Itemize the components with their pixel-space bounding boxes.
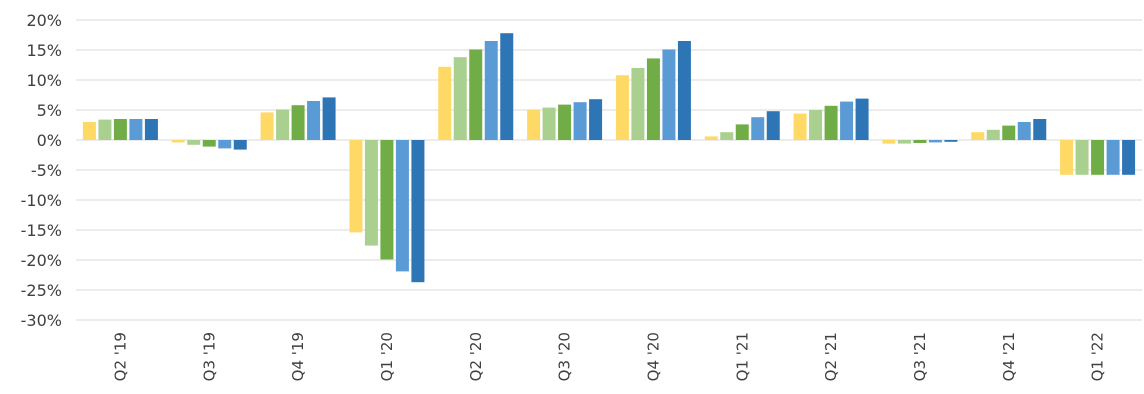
- bar: [928, 140, 942, 143]
- x-tick-label: Q2 '21: [822, 332, 840, 381]
- bar: [1122, 140, 1136, 175]
- y-tick-label: 20%: [26, 11, 62, 30]
- bar: [793, 113, 807, 140]
- bar: [735, 124, 749, 140]
- bar: [1060, 140, 1074, 175]
- bar: [1002, 125, 1016, 140]
- bar: [1017, 122, 1031, 140]
- x-tick-label: Q4 '20: [644, 332, 662, 381]
- x-tick-label: Q1 '21: [733, 332, 751, 381]
- y-tick-label: -30%: [21, 311, 62, 330]
- bar: [380, 140, 394, 260]
- gridlines: [76, 19, 1142, 321]
- x-tick-label: Q4 '21: [1000, 332, 1018, 381]
- x-tick-label: Q3 '20: [556, 332, 574, 381]
- bar: [144, 119, 158, 140]
- bar: [291, 105, 305, 140]
- x-axis-tick-labels: Q2 '19 Q3 '19 Q4 '19 Q1 '20 Q2 '20 Q3 '20 Q4 '…: [111, 332, 1106, 381]
- bar: [411, 140, 425, 283]
- bar: [986, 129, 1000, 140]
- x-tick-label: Q2 '19: [111, 332, 129, 381]
- bar: [438, 66, 452, 140]
- bar: [276, 109, 290, 140]
- bar: [307, 101, 321, 140]
- bar: [1091, 140, 1105, 175]
- bar: [187, 140, 201, 145]
- bar: [704, 136, 718, 140]
- bar: [527, 109, 541, 140]
- bar: [751, 117, 765, 140]
- y-tick-label: -5%: [31, 161, 62, 180]
- bar: [573, 102, 587, 140]
- bar: [1106, 140, 1120, 175]
- bar: [677, 41, 691, 140]
- bar: [98, 119, 112, 140]
- y-tick-label: -10%: [21, 191, 62, 210]
- x-tick-label: Q3 '21: [911, 332, 929, 381]
- bar: [766, 111, 780, 140]
- bar: [1075, 140, 1089, 175]
- x-tick-label: Q1 '20: [378, 332, 396, 381]
- y-tick-label: -15%: [21, 221, 62, 240]
- bar: [82, 122, 96, 140]
- bar: [218, 140, 232, 149]
- bar: [469, 49, 483, 140]
- bar: [615, 75, 629, 140]
- bar: [113, 119, 127, 140]
- x-tick-label: Q1 '22: [1089, 332, 1107, 381]
- bar: [558, 104, 572, 140]
- bar: [453, 57, 467, 141]
- bar: [631, 68, 645, 140]
- bar: [646, 58, 660, 140]
- bar: [202, 140, 216, 147]
- bar: [484, 41, 498, 140]
- bar: [589, 99, 603, 140]
- bar: [260, 112, 274, 140]
- bar: [322, 97, 336, 140]
- bar: [840, 101, 854, 140]
- bars: [82, 33, 1136, 283]
- bar: [233, 140, 247, 150]
- y-axis-tick-labels: 20% 15% 10% 5% 0% -5% -10% -15% -20% -25% -30%: [21, 11, 62, 330]
- bar: [882, 140, 896, 144]
- bar: [542, 107, 556, 140]
- y-tick-label: 5%: [37, 101, 62, 120]
- bar: [171, 140, 185, 143]
- bar: [364, 140, 378, 246]
- bar: [971, 132, 985, 140]
- bar: [129, 119, 143, 140]
- bar: [500, 33, 514, 141]
- y-tick-label: 10%: [26, 71, 62, 90]
- bar: [824, 105, 838, 140]
- bar: [662, 49, 676, 140]
- y-tick-label: -25%: [21, 281, 62, 300]
- bar: [349, 140, 363, 233]
- y-tick-label: -20%: [21, 251, 62, 270]
- bar: [913, 140, 927, 143]
- bar: [809, 110, 823, 140]
- bar: [944, 140, 958, 142]
- bar: [1033, 119, 1047, 140]
- y-tick-label: 0%: [37, 131, 62, 150]
- bar: [897, 140, 911, 144]
- x-tick-label: Q4 '19: [289, 332, 307, 381]
- y-tick-label: 15%: [26, 41, 62, 60]
- x-tick-label: Q3 '19: [200, 332, 218, 381]
- bar: [395, 140, 409, 272]
- bar: [720, 132, 734, 140]
- bar: [855, 98, 869, 140]
- x-tick-label: Q2 '20: [467, 332, 485, 381]
